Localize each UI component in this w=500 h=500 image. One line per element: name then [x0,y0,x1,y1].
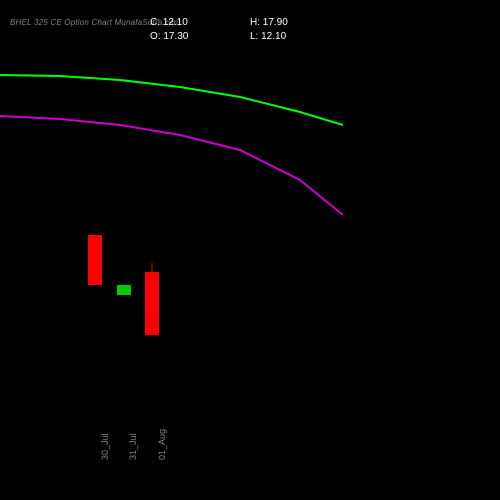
x-axis-label: 30_Jul [100,433,110,460]
x-axis-label: 01_Aug [157,429,167,460]
upper-line [0,75,343,125]
x-axis-labels: 30_Jul 31_Jul 01_Aug [0,420,500,470]
candle-body [117,285,131,295]
candle-body [145,272,159,335]
lower-line [0,116,343,215]
candle-body [88,235,102,285]
x-axis-label: 31_Jul [128,433,138,460]
